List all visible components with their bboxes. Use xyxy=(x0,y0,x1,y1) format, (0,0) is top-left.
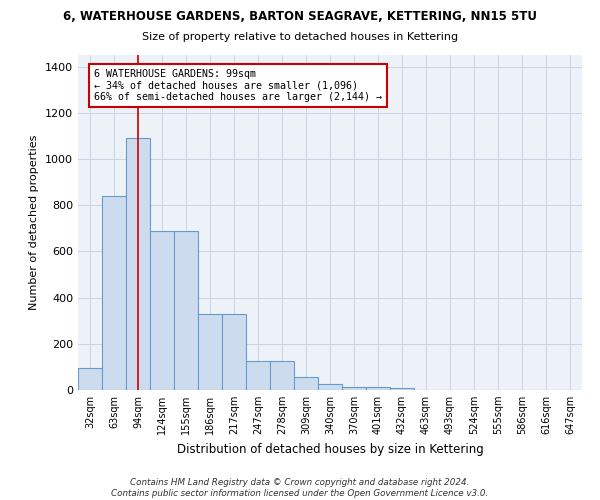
Bar xyxy=(151,230,173,390)
Text: Contains HM Land Registry data © Crown copyright and database right 2024.
Contai: Contains HM Land Registry data © Crown c… xyxy=(112,478,488,498)
Y-axis label: Number of detached properties: Number of detached properties xyxy=(29,135,40,310)
Bar xyxy=(223,314,245,390)
Text: 6 WATERHOUSE GARDENS: 99sqm
← 34% of detached houses are smaller (1,096)
66% of : 6 WATERHOUSE GARDENS: 99sqm ← 34% of det… xyxy=(94,69,382,102)
Bar xyxy=(127,138,149,390)
Bar xyxy=(247,361,269,390)
Bar xyxy=(175,230,197,390)
Bar xyxy=(391,388,413,390)
Bar xyxy=(271,361,293,390)
Bar xyxy=(343,386,365,390)
Bar xyxy=(319,384,341,390)
Bar xyxy=(199,314,221,390)
Bar xyxy=(295,376,317,390)
Bar xyxy=(103,196,125,390)
Bar xyxy=(367,386,389,390)
Bar xyxy=(79,368,101,390)
X-axis label: Distribution of detached houses by size in Kettering: Distribution of detached houses by size … xyxy=(176,442,484,456)
Text: 6, WATERHOUSE GARDENS, BARTON SEAGRAVE, KETTERING, NN15 5TU: 6, WATERHOUSE GARDENS, BARTON SEAGRAVE, … xyxy=(63,10,537,23)
Text: Size of property relative to detached houses in Kettering: Size of property relative to detached ho… xyxy=(142,32,458,42)
